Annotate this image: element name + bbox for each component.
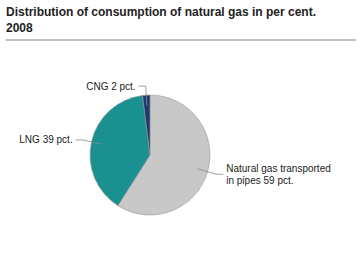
slice-label-line: Natural gas transported — [226, 163, 331, 174]
title: Distribution of consumption of natural g… — [6, 5, 316, 19]
title-rule — [6, 39, 356, 41]
labels: Natural gas transportedin pipes 59 pct. L… — [19, 81, 330, 186]
label-connector — [197, 169, 223, 175]
slices — [90, 95, 210, 215]
subtitle: 2008 — [6, 21, 33, 35]
pie-slice — [142, 95, 150, 155]
slice-label: LNG 39 pct. — [19, 134, 72, 145]
slice-label: Natural gas transportedin pipes 59 pct. — [226, 163, 331, 186]
slice-label: CNG 2 pct. — [86, 81, 135, 92]
label-connector — [139, 86, 147, 106]
slice-label-line: CNG 2 pct. — [86, 81, 135, 92]
label-connector — [76, 140, 102, 144]
chart: Distribution of consumption of natural g… — [0, 0, 362, 267]
slice-label-line: in pipes 59 pct. — [226, 175, 293, 186]
slice-label-line: LNG 39 pct. — [19, 134, 72, 145]
pie-slice — [90, 95, 150, 205]
